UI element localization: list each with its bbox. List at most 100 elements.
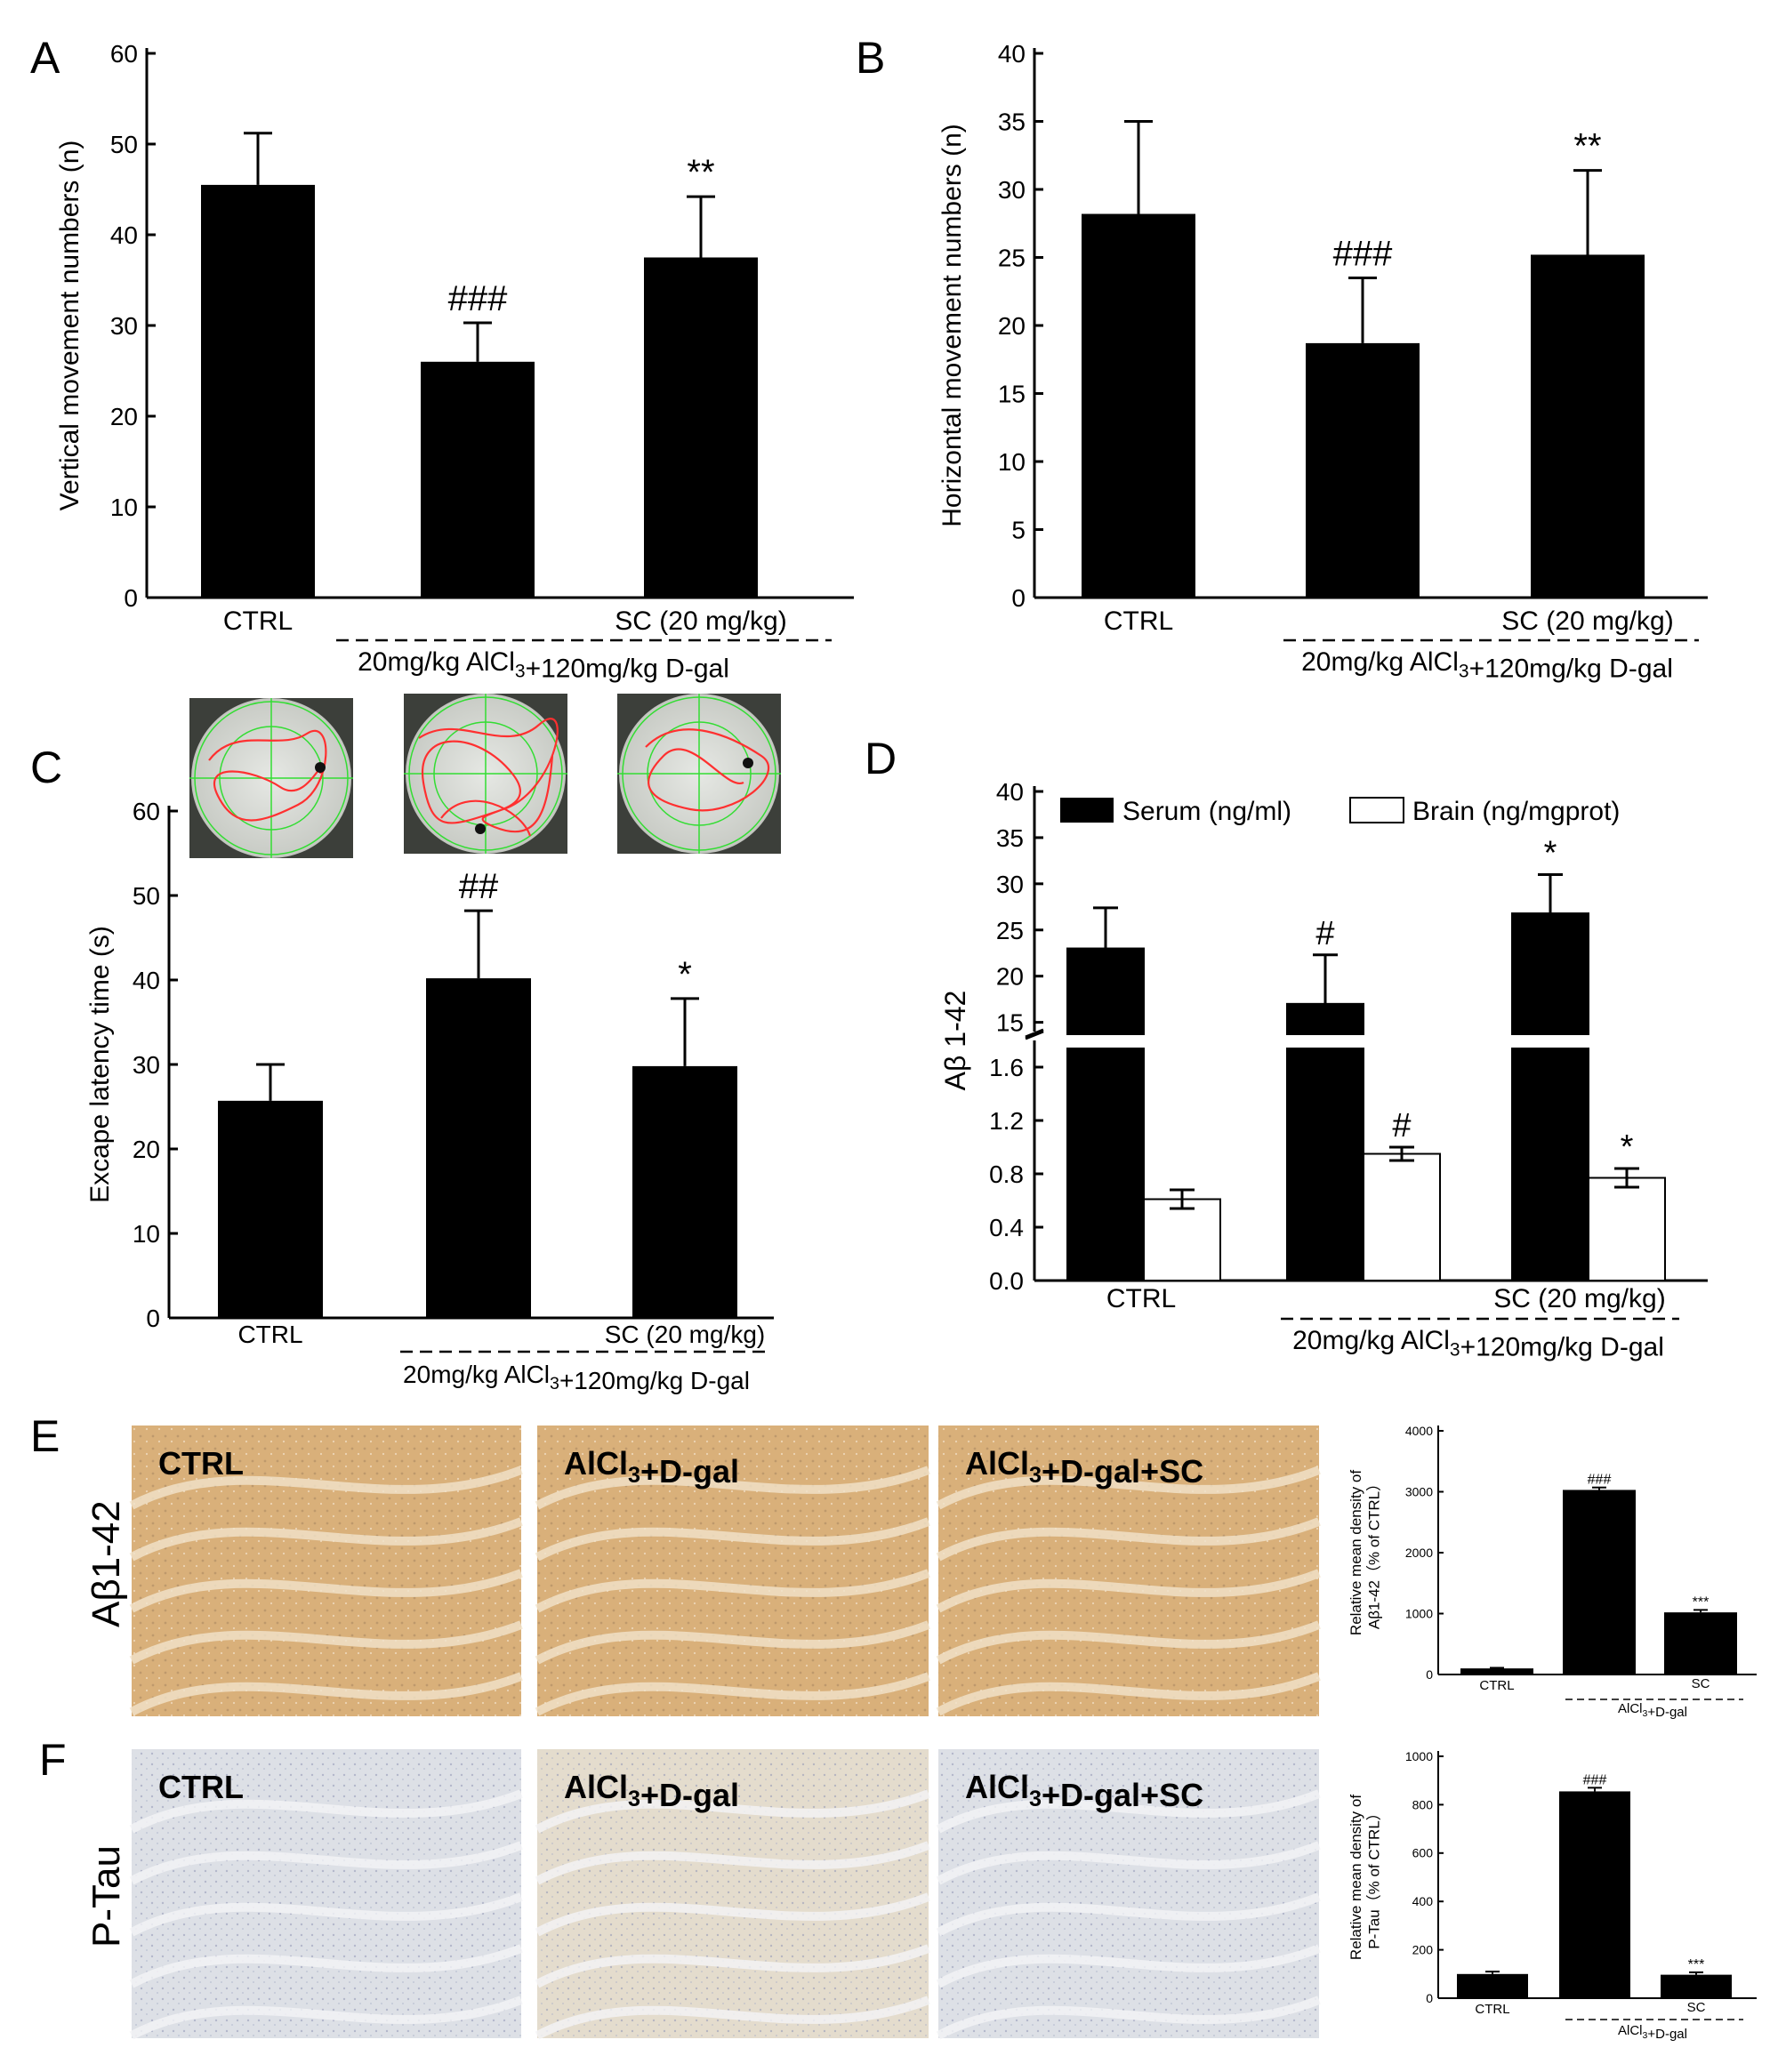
mouse-marker	[475, 823, 486, 834]
group-labels: CTRL SC (20 mg/kg) 20mg/kg AlCl3+120mg/kg …	[223, 606, 1743, 2042]
maze-images	[189, 694, 781, 858]
micrograph-label: AlCl3+D-gal	[564, 1445, 739, 1490]
significance-mark: ***	[1693, 1594, 1710, 1610]
significance-mark: **	[1573, 127, 1601, 166]
chart-d-abeta: 0.0 0.4 0.8 1.2 1.6 15 20 25 30 35 40 Aβ 1-42 Serum …	[939, 778, 1708, 1295]
y-tick-label: 0.4	[989, 1214, 1024, 1241]
micrograph-abeta: AlCl3+D-gal+SC	[936, 1426, 1321, 1716]
y-axis-label: Aβ 1-42	[939, 991, 971, 1091]
bar-brain	[1363, 1152, 1441, 1281]
bar	[644, 257, 758, 598]
row-label-abeta: Aβ1-42	[84, 1500, 128, 1627]
y-tick-label: 30	[996, 871, 1024, 898]
micrograph-abeta: CTRL	[129, 1426, 523, 1716]
y-tick-label: 40	[998, 40, 1026, 68]
tissue-layer	[936, 1892, 1321, 1937]
tissue-layer	[129, 1892, 523, 1937]
significance-mark: ###	[448, 279, 508, 318]
bar-serum	[1511, 912, 1589, 1281]
tissue-layer	[129, 1569, 523, 1613]
y-tick-label: 50	[110, 131, 138, 158]
y-tick-label: 10	[133, 1220, 160, 1248]
bar	[1563, 1490, 1636, 1674]
y-tick-label: 60	[133, 798, 160, 825]
y-tick-label: 25	[998, 244, 1026, 271]
significance-mark: #	[1315, 915, 1334, 952]
micrograph-label: CTRL	[158, 1769, 244, 1805]
chart-e-abeta-density: 0 1000 2000 3000 4000 Relative mean density o…	[1348, 1424, 1757, 1682]
tissue-layer	[129, 1841, 523, 1885]
tissue-layer	[936, 1996, 1321, 2040]
micrograph-abeta: AlCl3+D-gal	[535, 1426, 930, 1716]
y-tick-label: 600	[1412, 1846, 1434, 1860]
legend-swatch-serum	[1060, 798, 1114, 823]
tissue-layer	[936, 1944, 1321, 1988]
y-tick-label: 30	[998, 176, 1026, 204]
y-tick-label: 200	[1412, 1943, 1434, 1957]
axis-break-mark	[1025, 1028, 1044, 1039]
y-tick-label: 30	[133, 1051, 160, 1079]
y-tick-label: 400	[1412, 1894, 1434, 1908]
micrograph-label: AlCl3+D-gal+SC	[965, 1769, 1203, 1813]
tissue-layer	[129, 1620, 523, 1665]
label-sc: SC (20 mg/kg)	[605, 1321, 766, 1348]
micrograph-ptau: AlCl3+D-gal+SC	[936, 1749, 1321, 2040]
y-axis-label: Horizontal movement numbers (n)	[937, 124, 967, 527]
y-tick-label: 25	[996, 917, 1024, 944]
y-tick-label: 0.8	[989, 1160, 1024, 1188]
panel-letter-f: F	[39, 1735, 67, 1785]
y-tick-label: 2000	[1405, 1546, 1433, 1560]
y-tick-label: 30	[110, 312, 138, 340]
label-treatment: 20mg/kg AlCl3+120mg/kg D-gal	[1292, 1326, 1664, 1362]
panel-letter-e: E	[30, 1411, 60, 1461]
micrograph-label: AlCl3+D-gal	[564, 1769, 739, 1813]
bar-brain	[1143, 1198, 1221, 1281]
tissue-layer	[129, 1789, 523, 1834]
bar	[632, 1065, 737, 1318]
significance-mark: **	[687, 153, 714, 192]
significance-mark: ##	[459, 867, 499, 906]
bar	[421, 361, 535, 598]
significance-mark: *	[1544, 834, 1557, 871]
mouse-marker	[743, 758, 753, 768]
y-tick-label: 0	[1011, 584, 1026, 612]
panel-letter-a: A	[30, 33, 60, 83]
label-treatment: AlCl3+D-gal	[1618, 1701, 1687, 1720]
tissue-layer	[936, 1841, 1321, 1885]
tissue-layer	[936, 1517, 1321, 1562]
y-tick-label: 1000	[1405, 1606, 1433, 1620]
micrograph-label: CTRL	[158, 1445, 244, 1482]
label-ctrl: CTRL	[237, 1321, 302, 1348]
panel-letter-c: C	[30, 743, 62, 792]
bar	[1664, 1612, 1737, 1674]
label-ctrl: CTRL	[1106, 1284, 1176, 1313]
label-treatment: 20mg/kg AlCl3+120mg/kg D-gal	[1301, 647, 1673, 684]
y-tick-label: 10	[110, 494, 138, 521]
bar	[218, 1100, 323, 1318]
y-axis-label: Excape latency time (s)	[85, 926, 115, 1203]
label-ctrl: CTRL	[1479, 1678, 1514, 1693]
tissue-layer	[936, 1672, 1321, 1716]
tissue-layer	[936, 1620, 1321, 1665]
bar	[426, 978, 531, 1318]
bar	[1460, 1668, 1533, 1674]
bar-serum	[1066, 947, 1145, 1281]
significance-mark: ***	[1688, 1957, 1705, 1972]
y-tick-label: 1.6	[989, 1054, 1024, 1081]
tissue-layer	[936, 1789, 1321, 1834]
axis-break-gap	[1042, 1035, 1708, 1048]
significance-mark: *	[1621, 1128, 1634, 1166]
tissue-layer	[936, 1569, 1321, 1613]
chart-b-horizontal-movement: 0 5 10 15 20 25 30 35 40 Horizontal movement numb…	[937, 40, 1708, 612]
y-tick-label: 40	[133, 967, 160, 994]
micrograph-ptau: AlCl3+D-gal	[535, 1749, 930, 2040]
significance-mark: ###	[1583, 1772, 1607, 1787]
label-ctrl: CTRL	[1104, 606, 1173, 636]
cell-texture	[938, 1749, 1319, 2038]
label-sc: SC (20 mg/kg)	[1493, 1284, 1665, 1313]
maze-image	[404, 694, 567, 854]
bar	[1661, 1974, 1732, 1998]
tissue-layer	[129, 1996, 523, 2040]
y-tick-label: 60	[110, 40, 138, 68]
cell-texture	[132, 1749, 521, 2038]
